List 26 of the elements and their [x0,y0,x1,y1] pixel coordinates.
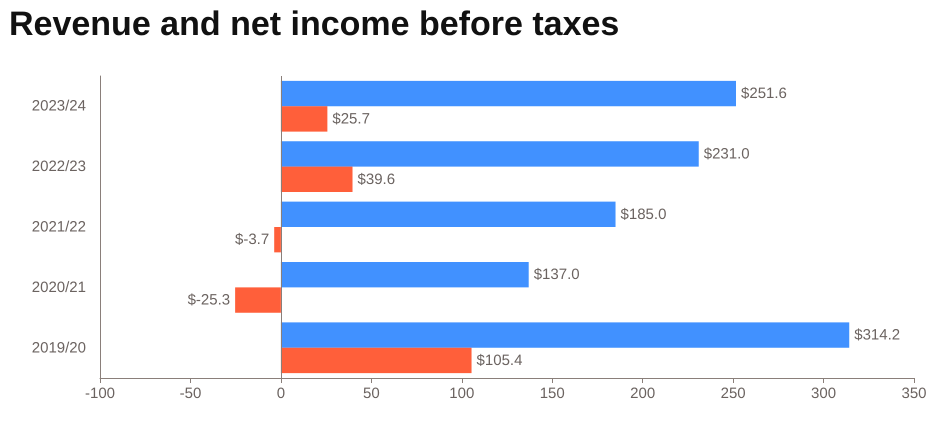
y-tick-label: 2021/22 [32,218,86,236]
data-label: $251.6 [741,85,787,102]
y-tick-label: 2020/21 [32,278,86,296]
data-label: $314.2 [854,326,900,344]
chart-title: Revenue and net income before taxes [9,5,620,43]
data-label: $105.4 [476,352,522,369]
data-label: $-3.7 [234,231,270,248]
x-tick-label: 250 [720,385,746,402]
x-tick-label: -50 [180,385,202,402]
data-label: $231.0 [704,145,750,162]
y-tick-label: 2019/20 [32,339,86,356]
x-tick-label: 100 [449,385,474,402]
x-tick-label: 0 [276,385,286,402]
data-label: $39.6 [358,170,396,188]
data-label: $-25.3 [188,292,230,309]
y-tick-label: 2022/23 [32,158,86,176]
x-tick-label: 350 [901,385,927,402]
x-tick-label: 300 [811,385,836,402]
x-tick-label: -100 [84,385,116,402]
data-label: $137.0 [534,266,580,284]
y-tick-label: 2023/24 [32,98,86,115]
x-tick-label: 150 [540,385,565,402]
x-tick-label: 50 [362,385,380,402]
data-label: $185.0 [620,206,666,223]
x-tick-label: 200 [630,385,656,402]
data-label: $25.7 [332,110,370,128]
